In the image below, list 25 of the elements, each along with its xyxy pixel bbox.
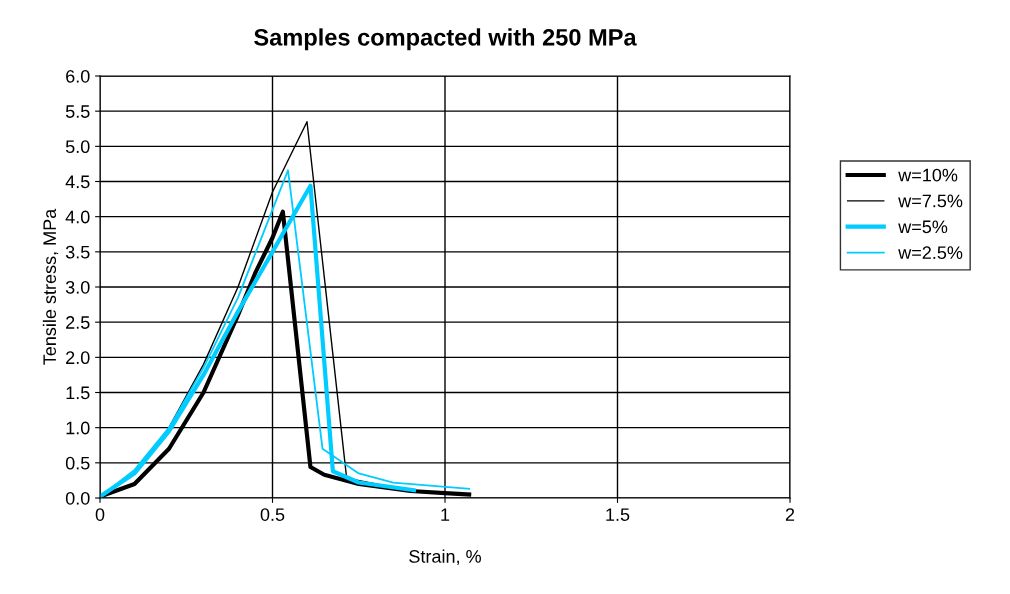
x-tick-label: 0.5 [260, 508, 285, 521]
y-tick-label: 1.0 [66, 421, 90, 435]
legend-label: w=10% [898, 168, 958, 182]
y-tick-label: 3.0 [65, 280, 90, 294]
y-tick-label: 2.5 [66, 316, 90, 329]
x-tick-label: 0 [95, 508, 105, 521]
y-tick-label: 6.0 [66, 69, 90, 83]
legend-label: w=7.5% [898, 194, 963, 208]
x-tick-label: 1 [441, 508, 450, 521]
legend-label: w=2.5% [898, 246, 963, 260]
y-tick-label: 4.5 [65, 175, 90, 189]
y-tick-label: 3.5 [65, 245, 90, 259]
legend-label: w=5% [898, 220, 948, 234]
x-axis-title: Strain, % [409, 549, 481, 565]
x-tick-label: 1.5 [606, 508, 630, 521]
y-tick-label: 4.0 [65, 210, 90, 224]
y-tick-label: 2.0 [66, 351, 90, 365]
y-tick-label: 0.0 [65, 491, 90, 505]
y-tick-label: 5.0 [65, 140, 90, 154]
y-axis-title: Tensile stress, MPa [42, 208, 59, 365]
y-tick-label: 1.5 [66, 386, 90, 400]
y-tick-label: 0.5 [65, 456, 90, 470]
x-tick-label: 2 [785, 508, 795, 521]
chart-title: Samples compacted with 250 MPa [254, 28, 637, 51]
y-tick-label: 5.5 [65, 105, 90, 118]
